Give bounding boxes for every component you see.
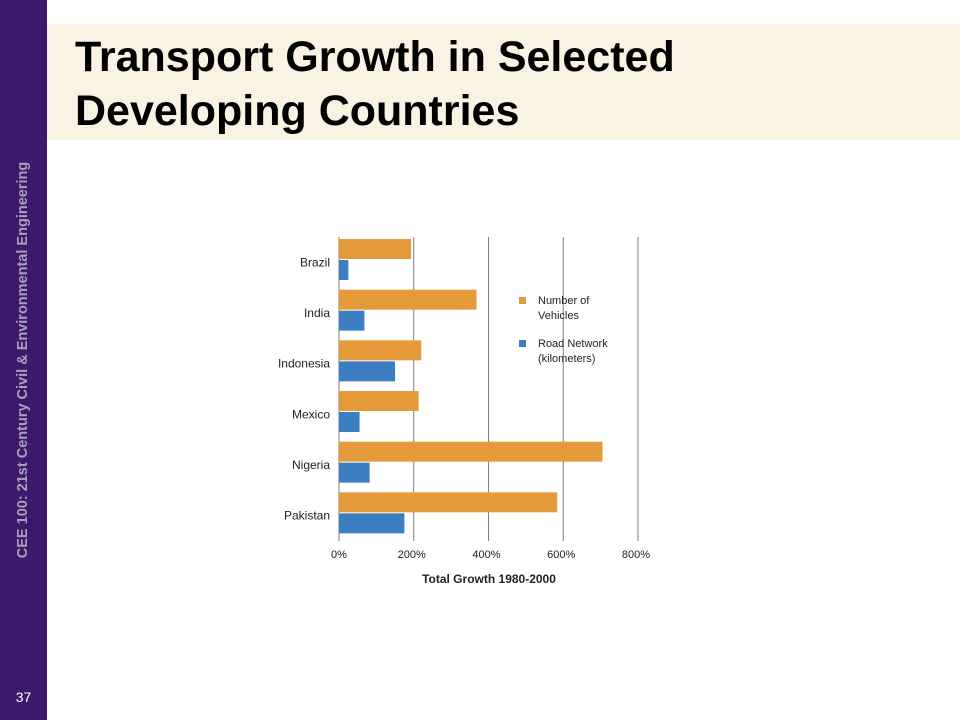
bar-road-network	[339, 513, 405, 534]
page-number: 37	[15, 689, 32, 705]
legend-swatch-road-network	[519, 340, 526, 347]
category-label: Pakistan	[284, 509, 330, 523]
x-tick-label: 400%	[472, 549, 500, 561]
bar-vehicles	[339, 441, 603, 462]
legend-swatch-vehicles	[519, 297, 526, 304]
legend-label: Number of	[538, 295, 590, 307]
x-axis-label: Total Growth 1980-2000	[422, 572, 556, 586]
bar-road-network	[339, 412, 360, 432]
bar-vehicles	[339, 391, 419, 411]
legend-label: Road Network	[538, 338, 608, 350]
title-band	[47, 24, 960, 140]
x-tick-label: 0%	[331, 549, 347, 561]
bar-road-network	[339, 361, 396, 382]
category-label: Indonesia	[278, 357, 330, 371]
bar-road-network	[339, 260, 349, 280]
bar-vehicles	[339, 289, 477, 310]
sidebar	[0, 0, 47, 720]
bar-vehicles	[339, 340, 422, 361]
x-tick-label: 600%	[547, 549, 575, 561]
bar-vehicles	[339, 492, 558, 513]
x-tick-label: 200%	[398, 549, 426, 561]
slide-title: Transport Growth in Selected Developing …	[75, 33, 675, 135]
bar-vehicles	[339, 239, 412, 259]
legend-label: (kilometers)	[538, 353, 595, 365]
category-label: Brazil	[300, 255, 330, 269]
category-label: Nigeria	[292, 458, 330, 472]
bar-road-network	[339, 462, 370, 483]
bar-road-network	[339, 310, 365, 331]
category-label: Mexico	[292, 407, 330, 421]
x-tick-label: 800%	[622, 549, 650, 561]
legend-label: Vehicles	[538, 310, 579, 322]
category-label: India	[304, 306, 330, 320]
